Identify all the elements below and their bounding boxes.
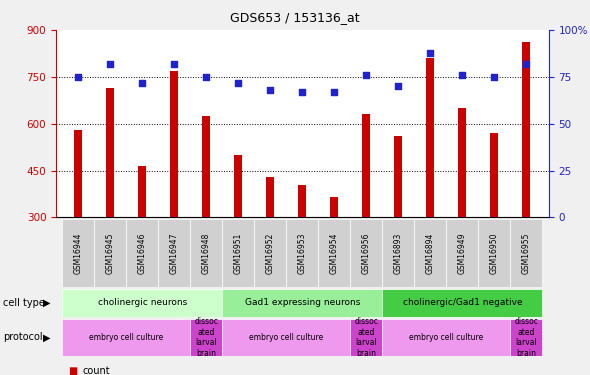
FancyBboxPatch shape: [254, 219, 286, 287]
FancyBboxPatch shape: [286, 219, 319, 287]
Point: [522, 61, 531, 67]
Point: [266, 87, 275, 93]
Point: [490, 74, 499, 80]
Text: GSM16952: GSM16952: [266, 232, 275, 274]
Bar: [330, 197, 338, 217]
FancyBboxPatch shape: [382, 289, 542, 317]
Text: GSM16953: GSM16953: [298, 232, 307, 274]
Bar: [74, 130, 83, 218]
FancyBboxPatch shape: [414, 219, 446, 287]
Bar: [139, 166, 146, 218]
Bar: [394, 136, 402, 218]
Text: dissoc
ated
larval
brain: dissoc ated larval brain: [514, 317, 538, 358]
FancyBboxPatch shape: [63, 289, 222, 317]
Text: dissoc
ated
larval
brain: dissoc ated larval brain: [195, 317, 218, 358]
FancyBboxPatch shape: [478, 219, 510, 287]
Point: [330, 89, 339, 95]
Bar: [522, 42, 530, 218]
FancyBboxPatch shape: [350, 219, 382, 287]
FancyBboxPatch shape: [382, 219, 414, 287]
Point: [394, 83, 403, 89]
FancyBboxPatch shape: [446, 219, 478, 287]
Point: [458, 72, 467, 78]
Text: embryo cell culture: embryo cell culture: [409, 333, 483, 342]
FancyBboxPatch shape: [94, 219, 126, 287]
FancyBboxPatch shape: [350, 319, 382, 356]
FancyBboxPatch shape: [510, 219, 542, 287]
FancyBboxPatch shape: [222, 319, 350, 356]
Point: [170, 61, 179, 67]
Point: [234, 80, 243, 86]
Text: ▶: ▶: [42, 298, 50, 308]
Point: [202, 74, 211, 80]
FancyBboxPatch shape: [63, 219, 94, 287]
FancyBboxPatch shape: [191, 219, 222, 287]
Text: GDS653 / 153136_at: GDS653 / 153136_at: [230, 11, 360, 24]
Point: [137, 80, 147, 86]
FancyBboxPatch shape: [382, 319, 510, 356]
Bar: [458, 108, 466, 218]
Text: GSM16894: GSM16894: [426, 232, 435, 274]
Text: GSM16893: GSM16893: [394, 232, 403, 274]
Text: cell type: cell type: [3, 298, 45, 308]
FancyBboxPatch shape: [222, 219, 254, 287]
Text: dissoc
ated
larval
brain: dissoc ated larval brain: [355, 317, 378, 358]
Text: embryo cell culture: embryo cell culture: [89, 333, 163, 342]
Point: [297, 89, 307, 95]
Point: [74, 74, 83, 80]
Text: GSM16956: GSM16956: [362, 232, 371, 274]
Text: GSM16947: GSM16947: [170, 232, 179, 274]
Text: GSM16948: GSM16948: [202, 232, 211, 274]
Text: GSM16949: GSM16949: [458, 232, 467, 274]
Text: GSM16946: GSM16946: [138, 232, 147, 274]
Point: [106, 61, 115, 67]
Point: [362, 72, 371, 78]
Bar: [267, 177, 274, 218]
Bar: [106, 88, 114, 218]
Bar: [427, 58, 434, 217]
Text: GSM16951: GSM16951: [234, 232, 243, 274]
Text: GSM16954: GSM16954: [330, 232, 339, 274]
Bar: [234, 155, 242, 218]
FancyBboxPatch shape: [319, 219, 350, 287]
Text: cholinergic/Gad1 negative: cholinergic/Gad1 negative: [402, 298, 522, 307]
FancyBboxPatch shape: [191, 319, 222, 356]
Text: count: count: [83, 366, 110, 375]
Text: Gad1 expressing neurons: Gad1 expressing neurons: [245, 298, 360, 307]
FancyBboxPatch shape: [510, 319, 542, 356]
FancyBboxPatch shape: [222, 289, 382, 317]
Bar: [362, 114, 371, 218]
Text: embryo cell culture: embryo cell culture: [249, 333, 323, 342]
Text: GSM16950: GSM16950: [490, 232, 499, 274]
Text: ■: ■: [68, 366, 77, 375]
Bar: [171, 70, 178, 217]
FancyBboxPatch shape: [63, 319, 191, 356]
Bar: [202, 116, 211, 218]
Bar: [490, 133, 499, 218]
Text: GSM16944: GSM16944: [74, 232, 83, 274]
Text: GSM16945: GSM16945: [106, 232, 115, 274]
FancyBboxPatch shape: [126, 219, 159, 287]
Text: GSM16955: GSM16955: [522, 232, 531, 274]
Text: ▶: ▶: [42, 333, 50, 342]
Bar: [299, 184, 306, 218]
Point: [425, 50, 435, 55]
Text: protocol: protocol: [3, 333, 42, 342]
FancyBboxPatch shape: [159, 219, 191, 287]
Text: cholinergic neurons: cholinergic neurons: [98, 298, 187, 307]
